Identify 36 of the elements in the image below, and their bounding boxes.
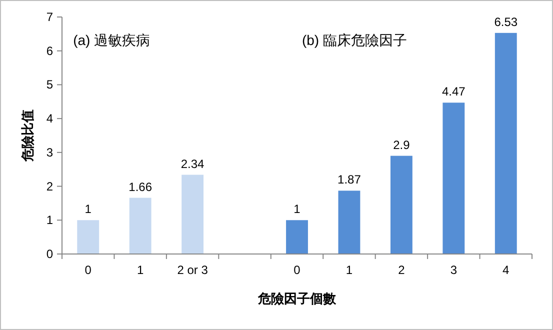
bar [286,220,308,254]
data-label: 2.9 [393,138,410,152]
x-tick-label: 0 [294,263,301,277]
bar [182,174,204,254]
bar [77,220,100,254]
y-tick-label: 7 [46,10,54,24]
x-axis-title: 危險因子個數 [257,291,337,306]
data-label: 6.53 [494,14,518,29]
y-tick-label: 3 [46,145,54,160]
y-tick-label: 0 [46,247,54,261]
y-tick-label: 6 [46,44,54,58]
x-tick-label: 2 or 3 [177,263,208,277]
data-label: 1 [294,202,301,216]
bar [338,190,360,254]
bar [390,156,412,254]
y-tick-label: 4 [46,112,54,126]
y-axis-title: 危險比值 [20,110,35,162]
x-tick-label: 0 [84,263,92,277]
x-tick-label: 1 [136,263,144,277]
x-tick-label: 3 [450,263,458,277]
data-label: 1.66 [128,180,152,194]
data-label: 4.47 [442,84,466,99]
data-label: 1.87 [338,172,362,187]
annotation: (b) 臨床危險因子 [302,32,407,48]
bar [442,102,465,254]
y-tick-label: 1 [46,213,54,228]
bar [129,198,152,254]
x-tick-label: 4 [502,263,510,277]
annotation: (a) 過敏疾病 [73,32,150,48]
y-tick-label: 2 [46,179,54,194]
data-label: 1 [84,202,92,216]
y-tick-label: 5 [46,78,54,92]
data-label: 2.34 [180,156,205,171]
bar [494,32,517,254]
x-tick-label: 1 [346,263,353,277]
x-tick-label: 2 [398,263,406,277]
